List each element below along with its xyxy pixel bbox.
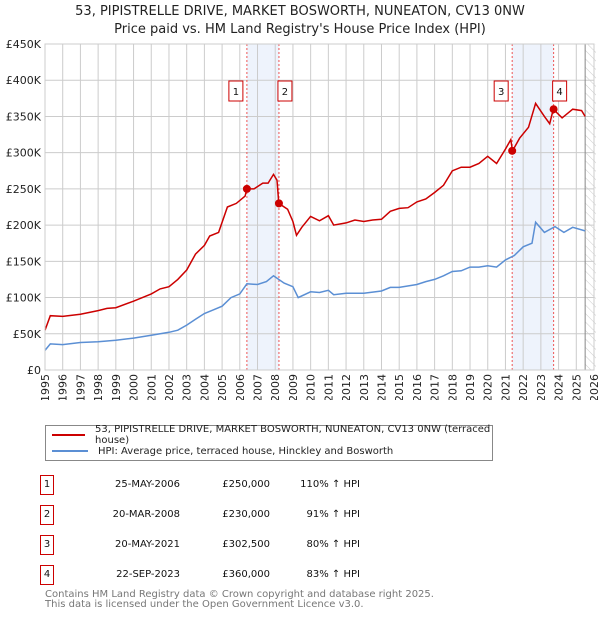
x-tick-label: 2017 xyxy=(429,374,442,400)
x-tick-label: 2013 xyxy=(358,374,371,400)
sale-hpi-change: 91% ↑ HPI xyxy=(306,509,360,520)
legend-swatch-red xyxy=(52,434,86,436)
sale-date: 25-MAY-2006 xyxy=(114,479,180,490)
sale-point xyxy=(508,146,517,155)
footer-licence: This data is licensed under the Open Gov… xyxy=(45,599,364,610)
x-tick-label: 2009 xyxy=(287,374,300,400)
x-tick-label: 1996 xyxy=(57,374,70,400)
x-tick-label: 2020 xyxy=(482,374,495,400)
sale-label: 4 xyxy=(556,87,562,98)
x-tick-label: 2004 xyxy=(198,374,211,400)
x-tick-label: 2014 xyxy=(375,374,388,400)
x-tick-label: 1998 xyxy=(92,374,105,400)
x-tick-label: 2026 xyxy=(588,374,600,400)
x-tick-label: 2011 xyxy=(322,374,335,400)
price-chart: £0 £50K £100K £150K £200K £250K £300K £350K £400… xyxy=(6,38,600,400)
sale-number: 4 xyxy=(40,565,54,585)
sale-date: 20-MAY-2021 xyxy=(114,539,180,550)
y-tick-label: £150K xyxy=(6,255,42,268)
sale-row: 4 22-SEP-2023 £360,000 83% ↑ HPI xyxy=(40,565,440,585)
sale-price: £360,000 xyxy=(222,569,270,580)
plot-frame xyxy=(44,43,595,371)
sale-label-box xyxy=(228,80,244,102)
x-tick-label: 2025 xyxy=(570,374,583,400)
sale-number: 2 xyxy=(40,505,54,525)
sale-date: 20-MAR-2008 xyxy=(112,509,180,520)
y-tick-label: £100K xyxy=(6,292,42,305)
x-tick-label: 2019 xyxy=(464,374,477,400)
sale-label-box xyxy=(552,80,568,102)
sale-point xyxy=(549,105,558,114)
sale-label: 3 xyxy=(498,87,504,98)
sale-row: 3 20-MAY-2021 £302,500 80% ↑ HPI xyxy=(40,535,440,555)
x-tick-label: 2003 xyxy=(181,374,194,400)
x-tick-label: 2000 xyxy=(128,374,141,400)
x-tick-label: 2016 xyxy=(411,374,424,400)
x-tick-label: 1997 xyxy=(74,374,87,400)
y-tick-label: £250K xyxy=(6,183,42,196)
sale-period-shade xyxy=(246,44,279,370)
series-line xyxy=(44,101,586,331)
sale-price: £302,500 xyxy=(222,539,270,550)
x-tick-label: 2023 xyxy=(535,374,548,400)
y-tick-label: £0 xyxy=(27,364,41,377)
sale-label: 2 xyxy=(282,87,288,98)
x-tick-label: 2024 xyxy=(553,374,566,400)
footer-copyright: Contains HM Land Registry data © Crown c… xyxy=(45,589,434,600)
forecast-hatch xyxy=(585,44,596,370)
legend-label: HPI: Average price, terraced house, Hinc… xyxy=(98,445,394,457)
y-tick-label: £200K xyxy=(6,219,42,232)
x-tick-label: 2010 xyxy=(305,374,318,400)
x-tick-label: 2007 xyxy=(252,374,265,400)
sale-price: £250,000 xyxy=(222,479,270,490)
y-tick-label: £400K xyxy=(6,74,42,87)
y-tick-label: £50K xyxy=(13,328,42,341)
sale-period-shade xyxy=(512,44,554,370)
sale-hpi-change: 83% ↑ HPI xyxy=(306,569,360,580)
legend-swatch-blue xyxy=(52,450,88,452)
y-tick-label: £350K xyxy=(6,110,42,123)
x-tick-label: 2002 xyxy=(163,374,176,400)
series-line xyxy=(44,220,586,351)
sale-price: £230,000 xyxy=(222,509,270,520)
sale-row: 1 25-MAY-2006 £250,000 110% ↑ HPI xyxy=(40,475,440,495)
x-tick-label: 2006 xyxy=(234,374,247,400)
legend: 53, PIPISTRELLE DRIVE, MARKET BOSWORTH, … xyxy=(45,424,493,461)
sale-point xyxy=(274,199,283,208)
x-tick-label: 1999 xyxy=(110,374,123,400)
chart-title: 53, PIPISTRELLE DRIVE, MARKET BOSWORTH, … xyxy=(75,4,525,19)
x-tick-label: 2005 xyxy=(216,374,229,400)
x-tick-label: 2012 xyxy=(340,374,353,400)
x-tick-label: 2008 xyxy=(269,374,282,400)
x-tick-label: 1995 xyxy=(39,374,52,400)
sale-hpi-change: 110% ↑ HPI xyxy=(300,479,360,490)
legend-label: 53, PIPISTRELLE DRIVE, MARKET BOSWORTH, … xyxy=(95,424,491,446)
legend-item-hpi: HPI: Average price, terraced house, Hinc… xyxy=(52,444,393,458)
x-tick-label: 2001 xyxy=(145,374,158,400)
sale-label-box xyxy=(493,80,509,102)
sale-number: 3 xyxy=(40,535,54,555)
sale-row: 2 20-MAR-2008 £230,000 91% ↑ HPI xyxy=(40,505,440,525)
y-tick-label: £300K xyxy=(6,147,42,160)
sale-hpi-change: 80% ↑ HPI xyxy=(306,539,360,550)
chart-subtitle: Price paid vs. HM Land Registry's House … xyxy=(114,22,486,37)
x-tick-label: 2021 xyxy=(499,374,512,400)
sale-point xyxy=(242,184,251,193)
x-tick-label: 2022 xyxy=(517,374,530,400)
legend-item-property: 53, PIPISTRELLE DRIVE, MARKET BOSWORTH, … xyxy=(52,424,492,446)
sale-date: 22-SEP-2023 xyxy=(116,569,180,580)
sale-label: 1 xyxy=(233,87,239,98)
y-tick-label: £450K xyxy=(6,38,42,51)
sale-number: 1 xyxy=(40,475,54,495)
x-tick-label: 2015 xyxy=(393,374,406,400)
sale-label-box xyxy=(277,80,293,102)
x-tick-label: 2018 xyxy=(446,374,459,400)
